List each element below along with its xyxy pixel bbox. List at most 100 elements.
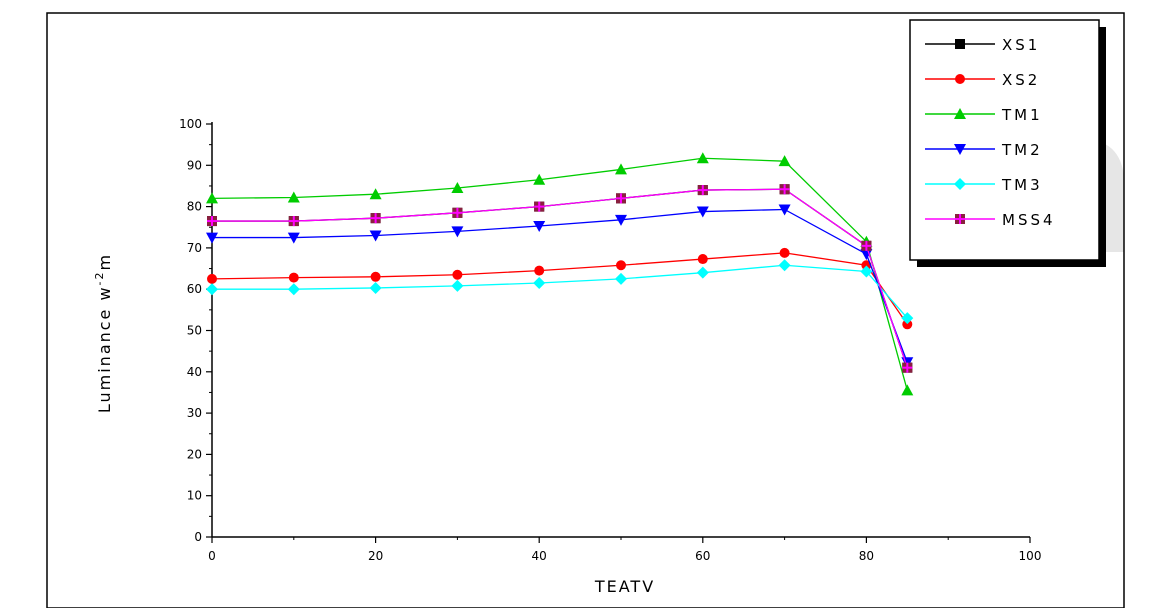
y-tick-label: 60 [187, 282, 202, 296]
series-tm3-point [533, 277, 546, 290]
x-tick-label: 20 [368, 549, 383, 563]
legend: XS1 XS2 TM1 TM2 TM3 MSS4 [909, 19, 1106, 267]
series-mss4-point [902, 362, 913, 373]
series-mss4-point [370, 213, 381, 224]
series-tm3-point [451, 279, 464, 292]
y-tick-label: 70 [187, 241, 202, 255]
series-xs2-point [452, 269, 463, 280]
series-xs2-point [207, 273, 217, 284]
y-axis-title-main: Luminance w [95, 285, 114, 413]
legend-item-tm1: TM1 [925, 106, 1043, 124]
series-mss4-line [212, 188, 908, 368]
series-mss4-point [288, 216, 299, 227]
y-axis-title-suffix: m [95, 253, 114, 271]
series-tm2-point [369, 230, 382, 242]
axes: 0 10 20 30 40 50 60 70 80 90 100 0 20 40 60 80 100 [179, 117, 1041, 563]
legend-label: XS2 [1002, 71, 1040, 89]
series-tm1-point [533, 173, 546, 185]
series-mss4-point [207, 216, 217, 227]
series-mss4-point [534, 201, 545, 212]
series-tm2-point [860, 249, 873, 261]
series-tm2-point [696, 206, 709, 218]
series-tm3 [206, 259, 914, 325]
series-xs2-point [288, 272, 299, 283]
legend-swatch-marker [955, 74, 965, 84]
series-xs2-point [616, 260, 626, 271]
series-tm1-point [369, 188, 382, 200]
series-mss4-point [697, 185, 708, 196]
series-xs2-point [697, 254, 708, 265]
outer-frame [46, 12, 1125, 608]
series-xs2-point [861, 260, 872, 271]
series-xs2-point [370, 271, 381, 282]
series-tm3-point [860, 265, 873, 278]
series-mss4 [207, 184, 913, 373]
x-tick-label: 0 [208, 549, 216, 563]
series-tm3-point [206, 283, 218, 296]
x-axis-title: TEATV [594, 577, 655, 596]
legend-swatch-marker [954, 178, 966, 190]
x-tick-label: 80 [859, 549, 874, 563]
y-tick-label: 90 [187, 158, 202, 172]
series-xs2-line [211, 252, 908, 325]
series-tm1-point [451, 182, 464, 194]
series-tm2-point [533, 221, 546, 233]
series-tm2-point [615, 214, 627, 226]
x-tick-label: 60 [695, 549, 710, 563]
series-tm3-point [369, 281, 382, 294]
series-tm1-line [211, 157, 908, 391]
series-tm2-point [206, 232, 218, 244]
series-tm3-line [212, 264, 908, 319]
y-tick-label: 0 [194, 530, 202, 544]
legend-item-mss4: MSS4 [925, 211, 1056, 229]
y-axis-title-exponent: -2 [93, 270, 106, 285]
y-tick-label: 40 [187, 365, 202, 379]
y-tick-label: 100 [179, 117, 202, 131]
legend-box [909, 19, 1100, 261]
x-tick-label: 40 [532, 549, 547, 563]
legend-item-xs2: XS2 [925, 71, 1040, 89]
legend-swatch-marker [955, 39, 965, 49]
series-tm1-point [206, 192, 218, 204]
series-xs2-point [534, 265, 545, 276]
series-tm3-point [901, 312, 914, 325]
series-tm3-point [615, 272, 627, 285]
series-mss4-point [452, 207, 463, 218]
legend-label: MSS4 [1002, 211, 1056, 229]
y-tick-label: 30 [187, 406, 202, 420]
series-tm2-point [778, 204, 791, 216]
x-tick-label: 100 [1019, 549, 1042, 563]
series-xs2-point [902, 319, 913, 330]
series-tm1-point [901, 384, 914, 396]
series-tm2 [206, 204, 914, 369]
legend-label: XS1 [1002, 36, 1040, 54]
series-tm3-point [696, 266, 709, 279]
legend-item-tm3: TM3 [925, 176, 1043, 194]
y-tick-label: 50 [187, 324, 202, 338]
series-tm1-point [778, 155, 791, 167]
series-tm2-line [212, 208, 908, 363]
series-tm1-point [287, 191, 300, 203]
series-xs2-point [779, 247, 790, 258]
series-mss4-point [616, 193, 626, 204]
legend-label: TM2 [1001, 141, 1043, 159]
legend-item-xs1: XS1 [925, 36, 1040, 54]
series-layer [206, 152, 914, 396]
legend-item-tm2: TM2 [925, 141, 1043, 159]
y-tick-label: 20 [187, 447, 202, 461]
series-mss4-point [779, 184, 790, 195]
legend-label: TM3 [1001, 176, 1043, 194]
series-mss4-point [861, 240, 872, 251]
series-tm3-point [287, 283, 300, 296]
series-tm2-point [451, 226, 464, 238]
series-tm1-point [696, 152, 709, 164]
legend-swatch-marker [954, 108, 966, 119]
series-xs2 [207, 247, 913, 330]
y-axis-title: Luminance w-2m [93, 253, 114, 413]
legend-swatch-marker [954, 144, 966, 155]
legend-label: TM1 [1001, 106, 1043, 124]
y-tick-label: 80 [187, 200, 202, 214]
y-tick-label: 10 [187, 489, 202, 503]
series-tm2-point [287, 232, 300, 244]
